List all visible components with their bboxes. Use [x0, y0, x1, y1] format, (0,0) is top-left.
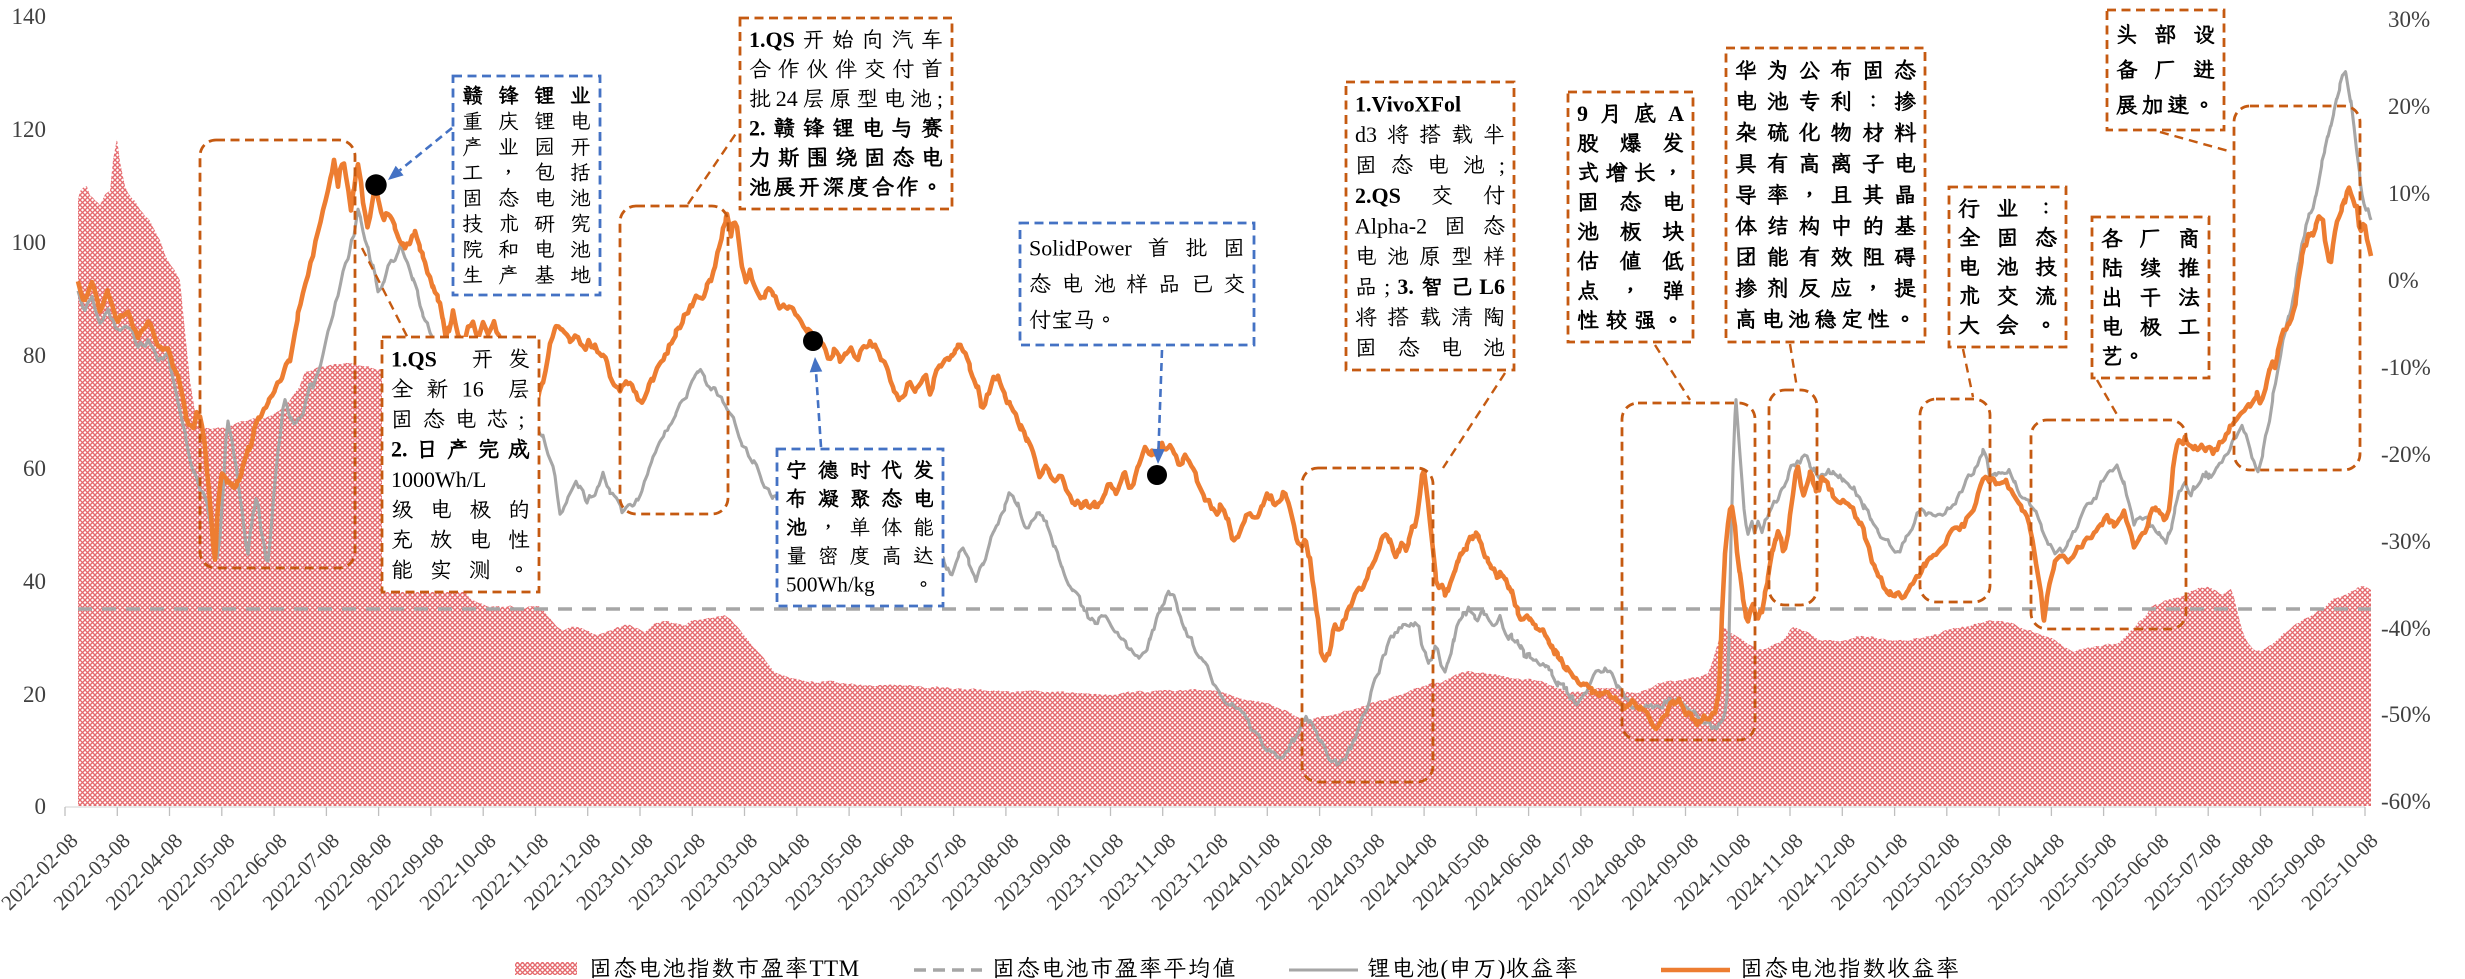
svg-text:2.: 2. [391, 437, 408, 462]
svg-text:SolidPower: SolidPower [1029, 235, 1132, 260]
svg-text:1.QS: 1.QS [391, 346, 437, 371]
svg-text:500Wh/kg: 500Wh/kg [786, 573, 875, 597]
svg-text:3.: 3. [1397, 274, 1414, 299]
svg-text:-10%: -10% [2381, 355, 2431, 380]
svg-text:16: 16 [462, 376, 484, 401]
svg-text:-20%: -20% [2381, 442, 2431, 467]
svg-text:T: T [810, 956, 824, 979]
svg-text:20: 20 [23, 682, 46, 707]
svg-text:(: ( [1441, 956, 1449, 979]
svg-text:2.QS: 2.QS [1355, 183, 1401, 208]
svg-text:-40%: -40% [2381, 616, 2431, 641]
svg-text:M: M [839, 956, 859, 979]
svg-text:): ) [1498, 956, 1506, 979]
svg-text:-50%: -50% [2381, 702, 2431, 727]
svg-text:120: 120 [12, 117, 47, 142]
svg-text:;: ; [1499, 152, 1505, 177]
svg-text:d3: d3 [1355, 122, 1377, 147]
svg-text:140: 140 [12, 4, 47, 29]
svg-text:24: 24 [776, 86, 798, 111]
svg-text:;: ; [518, 407, 524, 432]
svg-text:;: ; [1384, 274, 1390, 299]
svg-text:60: 60 [23, 456, 46, 481]
svg-text:2.: 2. [749, 116, 766, 141]
svg-text:10%: 10% [2388, 181, 2430, 206]
svg-text:Alpha-2: Alpha-2 [1355, 213, 1427, 238]
svg-text:100: 100 [12, 230, 47, 255]
svg-text:1.QS: 1.QS [749, 27, 795, 52]
svg-text:9: 9 [1577, 101, 1588, 126]
svg-text:1000Wh/L: 1000Wh/L [391, 467, 486, 492]
svg-text:-30%: -30% [2381, 529, 2431, 554]
svg-text:20%: 20% [2388, 94, 2430, 119]
svg-text:;: ; [937, 86, 943, 111]
svg-text:0: 0 [35, 794, 47, 819]
svg-text:0%: 0% [2388, 268, 2419, 293]
svg-text:L6: L6 [1479, 274, 1505, 299]
svg-text:40: 40 [23, 569, 46, 594]
svg-text:-60%: -60% [2381, 789, 2431, 814]
svg-text:30%: 30% [2388, 7, 2430, 32]
svg-text:1.VivoXFol: 1.VivoXFol [1355, 92, 1461, 117]
svg-text:80: 80 [23, 343, 46, 368]
svg-text:A: A [1668, 101, 1684, 126]
svg-text:T: T [824, 956, 838, 979]
